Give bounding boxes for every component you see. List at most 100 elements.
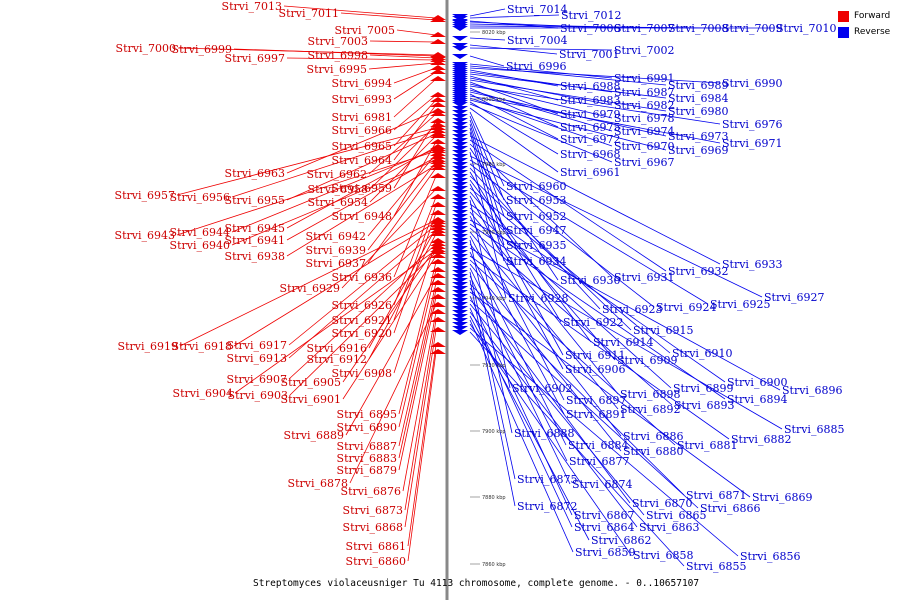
- label-Strvi_6893[interactable]: Strvi_6893: [674, 399, 734, 412]
- gene-Strvi_6883[interactable]: [430, 287, 446, 292]
- gene-Strvi_7004[interactable]: [452, 36, 468, 41]
- gene-Strvi_6906[interactable]: [452, 194, 468, 199]
- label-Strvi_6989[interactable]: Strvi_6989: [668, 79, 728, 92]
- label-Strvi_6867[interactable]: Strvi_6867: [574, 509, 634, 522]
- gene-Strvi_6902[interactable]: [452, 198, 468, 203]
- label-Strvi_6864[interactable]: Strvi_6864: [574, 521, 634, 534]
- label-Strvi_6897[interactable]: Strvi_6897: [566, 394, 626, 407]
- label-Strvi_6896[interactable]: Strvi_6896: [782, 384, 842, 397]
- label-Strvi_6996[interactable]: Strvi_6996: [506, 60, 566, 73]
- gene-Strvi_6948[interactable]: [430, 139, 446, 144]
- gene-Strvi_6901[interactable]: [430, 253, 446, 258]
- gene-Strvi_6910[interactable]: [452, 186, 468, 191]
- label-Strvi_6914[interactable]: Strvi_6914: [593, 336, 653, 349]
- label-Strvi_6982[interactable]: Strvi_6982: [614, 99, 674, 112]
- gene-Strvi_6947[interactable]: [452, 122, 468, 127]
- label-Strvi_6942[interactable]: Strvi_6942: [306, 230, 366, 243]
- label-Strvi_6917[interactable]: Strvi_6917: [227, 339, 287, 352]
- gene-Strvi_6943[interactable]: [430, 148, 446, 153]
- gene-Strvi_6920[interactable]: [430, 210, 446, 215]
- gene-Strvi_6966[interactable]: [430, 92, 446, 97]
- label-Strvi_6880[interactable]: Strvi_6880: [623, 445, 683, 458]
- label-Strvi_6990[interactable]: Strvi_6990: [722, 77, 782, 90]
- gene-Strvi_6913[interactable]: [430, 228, 446, 233]
- gene-Strvi_6929[interactable]: [430, 186, 446, 191]
- label-Strvi_6983[interactable]: Strvi_6983: [560, 94, 620, 107]
- gene-Strvi_6864[interactable]: [452, 306, 468, 311]
- label-Strvi_6935[interactable]: Strvi_6935: [506, 239, 566, 252]
- gene-Strvi_7012[interactable]: [452, 16, 468, 21]
- gene-Strvi_6924[interactable]: [452, 162, 468, 167]
- label-Strvi_6886[interactable]: Strvi_6886: [623, 430, 683, 443]
- label-Strvi_6916[interactable]: Strvi_6916: [307, 342, 367, 355]
- label-Strvi_6901[interactable]: Strvi_6901: [281, 393, 341, 406]
- label-Strvi_6860[interactable]: Strvi_6860: [346, 555, 406, 568]
- label-Strvi_6925[interactable]: Strvi_6925: [710, 298, 770, 311]
- label-Strvi_7004[interactable]: Strvi_7004: [507, 34, 567, 47]
- label-Strvi_6900[interactable]: Strvi_6900: [727, 376, 787, 389]
- label-Strvi_6915[interactable]: Strvi_6915: [633, 324, 693, 337]
- gene-Strvi_6995[interactable]: [430, 60, 446, 65]
- gene-Strvi_6959[interactable]: [430, 118, 446, 123]
- label-Strvi_6895[interactable]: Strvi_6895: [337, 408, 397, 421]
- gene-Strvi_7011[interactable]: [430, 17, 446, 22]
- gene-Strvi_6921[interactable]: [430, 202, 446, 207]
- gene-Strvi_6926[interactable]: [430, 194, 446, 199]
- label-Strvi_6993[interactable]: Strvi_6993: [332, 93, 392, 106]
- gene-Strvi_6858[interactable]: [452, 322, 468, 327]
- gene-Strvi_6935[interactable]: [452, 126, 468, 131]
- label-Strvi_6872[interactable]: Strvi_6872: [517, 500, 577, 513]
- label-Strvi_6959[interactable]: Strvi_6959: [332, 182, 392, 195]
- label-Strvi_6894[interactable]: Strvi_6894: [727, 393, 787, 406]
- label-Strvi_6979[interactable]: Strvi_6979: [560, 108, 620, 121]
- label-Strvi_6909[interactable]: Strvi_6909: [617, 354, 677, 367]
- label-Strvi_6923[interactable]: Strvi_6923: [602, 303, 662, 316]
- label-Strvi_6933[interactable]: Strvi_6933: [722, 258, 782, 271]
- gene-Strvi_6908[interactable]: [430, 238, 446, 243]
- gene-Strvi_6881[interactable]: [452, 258, 468, 263]
- gene-Strvi_6958[interactable]: [430, 122, 446, 127]
- gene-Strvi_6918[interactable]: [430, 219, 446, 224]
- label-Strvi_6859[interactable]: Strvi_6859: [575, 546, 635, 559]
- gene-Strvi_6922[interactable]: [452, 170, 468, 175]
- gene-Strvi_6860[interactable]: [430, 349, 446, 354]
- label-Strvi_6870[interactable]: Strvi_6870: [632, 497, 692, 510]
- label-Strvi_6961[interactable]: Strvi_6961: [560, 166, 620, 179]
- gene-Strvi_6933[interactable]: [452, 134, 468, 139]
- gene-Strvi_6914[interactable]: [452, 178, 468, 183]
- label-Strvi_6980[interactable]: Strvi_6980: [668, 105, 728, 118]
- label-Strvi_6905[interactable]: Strvi_6905: [281, 376, 341, 389]
- label-Strvi_6907[interactable]: Strvi_6907: [227, 373, 287, 386]
- label-Strvi_6931[interactable]: Strvi_6931: [614, 271, 674, 284]
- gene-Strvi_6865[interactable]: [452, 302, 468, 307]
- label-Strvi_6994[interactable]: Strvi_6994: [332, 77, 392, 90]
- label-Strvi_6970[interactable]: Strvi_6970: [614, 140, 674, 153]
- label-Strvi_6966[interactable]: Strvi_6966: [332, 124, 392, 137]
- label-Strvi_6974[interactable]: Strvi_6974: [614, 125, 674, 138]
- label-Strvi_7005[interactable]: Strvi_7005: [335, 24, 395, 37]
- gene-Strvi_6905[interactable]: [430, 244, 446, 249]
- label-Strvi_6973[interactable]: Strvi_6973: [668, 130, 728, 143]
- label-Strvi_6856[interactable]: Strvi_6856: [740, 550, 800, 563]
- gene-Strvi_6952[interactable]: [452, 118, 468, 123]
- label-Strvi_7007[interactable]: Strvi_7007: [614, 22, 674, 35]
- gene-Strvi_6866[interactable]: [452, 298, 468, 303]
- gene-Strvi_6927[interactable]: [452, 154, 468, 159]
- label-Strvi_6962[interactable]: Strvi_6962: [307, 168, 367, 181]
- label-Strvi_6861[interactable]: Strvi_6861: [346, 540, 406, 553]
- gene-Strvi_6873[interactable]: [430, 317, 446, 322]
- label-Strvi_6944[interactable]: Strvi_6944: [170, 226, 230, 239]
- gene-Strvi_6869[interactable]: [452, 290, 468, 295]
- gene-Strvi_6915[interactable]: [452, 174, 468, 179]
- gene-Strvi_6886[interactable]: [452, 242, 468, 247]
- gene-Strvi_6936[interactable]: [430, 173, 446, 178]
- gene-Strvi_6996[interactable]: [452, 54, 468, 59]
- label-Strvi_6965[interactable]: Strvi_6965: [332, 140, 392, 153]
- gene-Strvi_6893[interactable]: [452, 226, 468, 231]
- gene-Strvi_6867[interactable]: [452, 294, 468, 299]
- gene-Strvi_6870[interactable]: [452, 286, 468, 291]
- label-Strvi_6913[interactable]: Strvi_6913: [227, 352, 287, 365]
- gene-Strvi_6963[interactable]: [430, 108, 446, 113]
- label-Strvi_6952[interactable]: Strvi_6952: [506, 210, 566, 223]
- gene-Strvi_6856[interactable]: [452, 326, 468, 331]
